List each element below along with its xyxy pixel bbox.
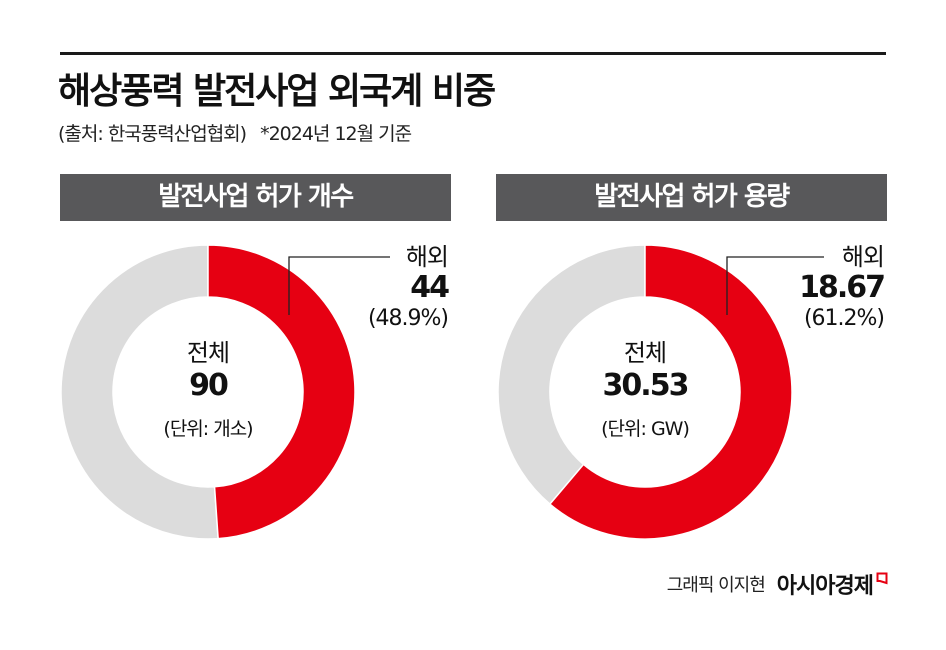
leader-line-capacity xyxy=(726,256,824,315)
source-text: (출처: 한국풍력산업협회) xyxy=(58,123,247,145)
footer-credit: 그래픽 이지현 아시아경제 xyxy=(667,568,888,600)
callout-count: 해외 44 (48.9%) xyxy=(367,243,450,333)
brand-logo: 아시아경제 xyxy=(776,574,874,599)
unit-label: (단위: GW) xyxy=(601,418,690,440)
date-note: *2024년 12월 기준 xyxy=(260,123,412,145)
subtitle: (출처: 한국풍력산업협회) *2024년 12월 기준 xyxy=(58,121,412,147)
donut-center-capacity: 전체 30.53 (단위: GW) xyxy=(550,338,740,442)
brand-flag-icon xyxy=(876,572,888,585)
overseas-label: 해외 xyxy=(841,243,885,271)
unit-label: (단위: 개소) xyxy=(163,418,253,440)
graphic-credit: 그래픽 이지현 xyxy=(666,575,766,596)
donut-segment-overseas xyxy=(207,244,356,540)
total-value: 90 xyxy=(189,368,229,403)
donut-segment-other xyxy=(497,244,646,506)
donut-segment-other xyxy=(60,244,219,540)
overseas-label: 해외 xyxy=(405,243,449,271)
donut-segment-overseas xyxy=(548,244,793,540)
overseas-value: 44 xyxy=(410,270,450,305)
total-label: 전체 xyxy=(186,339,230,367)
panel-header-capacity: 발전사업 허가 용량 xyxy=(496,174,887,221)
top-rule xyxy=(60,52,886,55)
overseas-value: 18.67 xyxy=(799,270,886,305)
leader-line-count xyxy=(288,256,390,315)
donut-capacity xyxy=(497,244,793,540)
panel-header-count: 발전사업 허가 개수 xyxy=(60,174,451,221)
page-title: 해상풍력 발전사업 외국계 비중 xyxy=(58,71,496,112)
overseas-percent: (48.9%) xyxy=(367,306,449,331)
callout-capacity: 해외 18.67 (61.2%) xyxy=(799,243,886,333)
donut-center-count: 전체 90 (단위: 개소) xyxy=(113,338,303,442)
total-label: 전체 xyxy=(623,339,667,367)
overseas-percent: (61.2%) xyxy=(803,306,885,331)
donut-count xyxy=(60,244,356,540)
total-value: 30.53 xyxy=(602,368,690,403)
